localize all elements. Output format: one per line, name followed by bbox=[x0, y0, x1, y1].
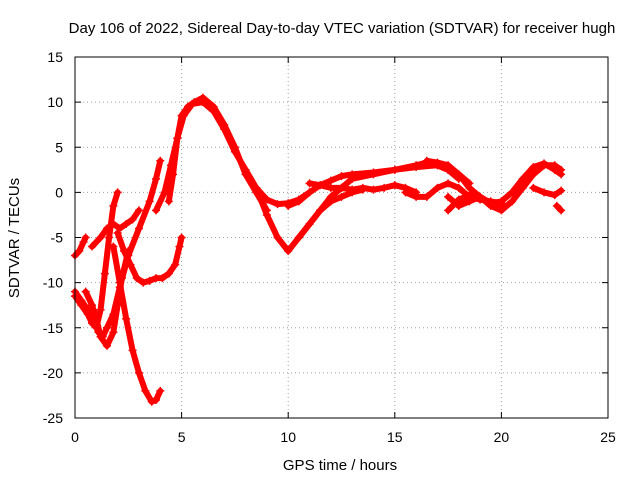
x-tick-label: 25 bbox=[600, 429, 616, 445]
series-track-f bbox=[109, 242, 165, 406]
y-tick-label: -20 bbox=[43, 365, 63, 381]
data-trail bbox=[263, 211, 281, 241]
series-track-q bbox=[444, 191, 502, 215]
data-point bbox=[134, 206, 143, 215]
axis-ticks: 0 5 10 15 20 25 -25 -20 -15 -10 -5 0 5 10 15 bbox=[43, 49, 616, 445]
data-trail bbox=[110, 302, 121, 336]
data-trail bbox=[551, 162, 565, 173]
data-trail bbox=[210, 103, 228, 128]
data-point bbox=[557, 186, 566, 195]
data-point bbox=[113, 188, 122, 197]
y-tick-label: 10 bbox=[47, 94, 63, 110]
data-trail bbox=[370, 166, 398, 178]
data-point bbox=[156, 156, 165, 165]
series-track-s bbox=[552, 201, 566, 215]
data-trail bbox=[114, 229, 128, 255]
x-tick-label: 0 bbox=[71, 429, 79, 445]
data-point bbox=[557, 206, 566, 215]
data-trail bbox=[551, 166, 565, 178]
data-point bbox=[557, 165, 566, 174]
data-trail bbox=[116, 279, 130, 322]
chart-title: Day 106 of 2022, Sidereal Day-to-day VTE… bbox=[69, 20, 616, 37]
data-trail bbox=[135, 369, 149, 394]
data-trail bbox=[153, 189, 168, 214]
y-tick-label: -25 bbox=[43, 410, 63, 426]
data-trail bbox=[123, 315, 136, 354]
data-trail bbox=[551, 187, 565, 199]
series-track-e bbox=[88, 206, 143, 251]
data-point bbox=[177, 233, 186, 242]
y-axis-label: SDTVAR / TECUs bbox=[6, 178, 23, 298]
data-trail bbox=[253, 184, 270, 218]
data-trail bbox=[391, 162, 420, 173]
data-trail bbox=[402, 184, 420, 196]
x-tick-label: 15 bbox=[387, 429, 403, 445]
data-trail bbox=[165, 171, 177, 205]
data-point bbox=[493, 201, 502, 210]
data-trail bbox=[97, 270, 108, 313]
data-trail bbox=[101, 234, 113, 277]
data-point bbox=[81, 233, 90, 242]
plot-area bbox=[71, 93, 566, 406]
data-trail bbox=[221, 121, 238, 151]
data-trail bbox=[231, 144, 249, 178]
data-trail bbox=[170, 135, 181, 178]
x-tick-label: 10 bbox=[280, 429, 296, 445]
y-tick-label: 15 bbox=[47, 49, 63, 65]
x-axis-label: GPS time / hours bbox=[283, 457, 397, 474]
series-track-m bbox=[305, 179, 421, 197]
y-tick-label: 0 bbox=[55, 184, 63, 200]
data-trail bbox=[106, 202, 117, 241]
series-track-r bbox=[529, 183, 566, 200]
data-trail bbox=[349, 171, 377, 182]
data-trail bbox=[110, 243, 123, 286]
y-tick-label: -10 bbox=[43, 275, 63, 291]
y-tick-label: -15 bbox=[43, 320, 63, 336]
data-trail bbox=[146, 175, 160, 205]
y-tick-label: -5 bbox=[51, 230, 64, 246]
y-tick-label: 5 bbox=[55, 139, 63, 155]
x-tick-label: 5 bbox=[178, 429, 186, 445]
series-track-g bbox=[113, 228, 186, 287]
x-tick-label: 20 bbox=[494, 429, 510, 445]
data-point bbox=[156, 386, 165, 395]
data-trail bbox=[129, 207, 142, 223]
data-trail bbox=[135, 198, 153, 232]
data-trail bbox=[161, 162, 174, 196]
data-trail bbox=[129, 347, 142, 376]
